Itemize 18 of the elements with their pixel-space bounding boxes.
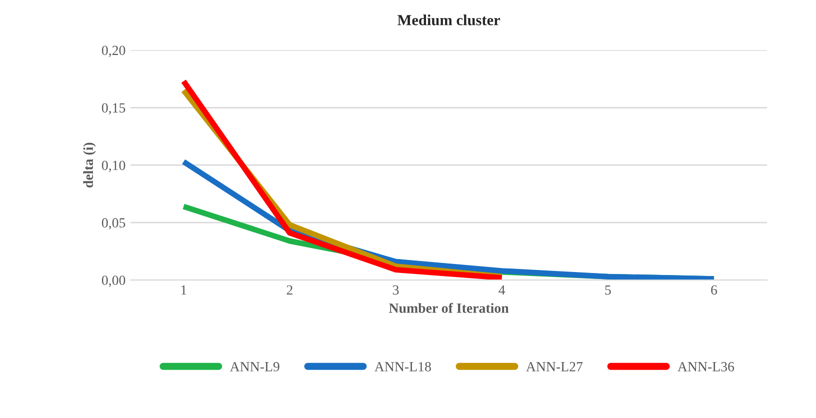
y-axis-title: delta (i) — [83, 142, 96, 188]
x-axis-title: Number of Iteration — [389, 302, 509, 313]
x-tick-label: 2 — [286, 285, 292, 295]
y-tick-label: 0,15 — [102, 103, 126, 115]
y-tick-label: 0,10 — [102, 160, 126, 172]
x-tick-label: 3 — [392, 285, 399, 295]
x-tick-label: 1 — [181, 285, 186, 295]
legend-label: ANN-L27 — [526, 362, 583, 372]
x-tick-label: 6 — [711, 285, 718, 295]
chart-title: Medium cluster — [398, 14, 500, 26]
legend-label: ANN-L18 — [374, 362, 431, 372]
legend-label: ANN-L9 — [230, 362, 280, 372]
legend-label: ANN-L36 — [678, 362, 734, 372]
y-tick-label: 0,20 — [102, 46, 126, 58]
x-tick-label: 4 — [498, 285, 506, 295]
y-tick-label: 0,00 — [102, 276, 126, 288]
y-tick-label: 0,05 — [102, 218, 126, 230]
x-tick-label: 5 — [605, 285, 611, 295]
